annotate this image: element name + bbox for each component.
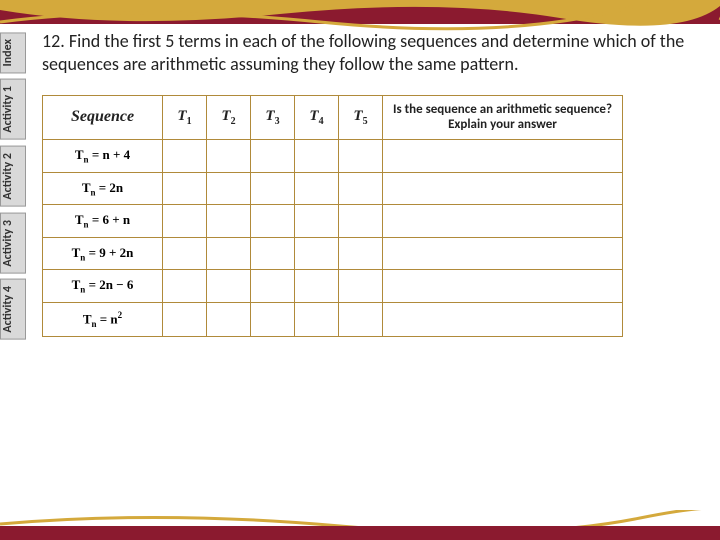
bottom-banner xyxy=(0,526,720,540)
tab-activity-1[interactable]: Activity 1 xyxy=(0,79,26,140)
empty-cell xyxy=(163,302,207,336)
empty-cell xyxy=(207,139,251,172)
empty-cell xyxy=(207,172,251,205)
empty-cell xyxy=(383,172,623,205)
empty-cell xyxy=(295,302,339,336)
table-row: Tn = 9 + 2n xyxy=(43,237,623,270)
formula-cell: Tn = 2n xyxy=(43,172,163,205)
header-explain: Is the sequence an arithmetic sequence? … xyxy=(383,95,623,139)
formula-cell: Tn = n + 4 xyxy=(43,139,163,172)
tab-activity-4[interactable]: Activity 4 xyxy=(0,279,26,340)
empty-cell xyxy=(383,205,623,238)
tab-activity-2[interactable]: Activity 2 xyxy=(0,146,26,207)
empty-cell xyxy=(339,302,383,336)
header-t3: T3 xyxy=(251,95,295,139)
table-row: Tn = n + 4 xyxy=(43,139,623,172)
header-sequence: Sequence xyxy=(43,95,163,139)
empty-cell xyxy=(163,205,207,238)
empty-cell xyxy=(339,270,383,303)
main-content: 12. Find the first 5 terms in each of th… xyxy=(42,30,700,337)
empty-cell xyxy=(251,237,295,270)
empty-cell xyxy=(383,302,623,336)
empty-cell xyxy=(383,270,623,303)
tab-index[interactable]: Index xyxy=(0,32,26,73)
empty-cell xyxy=(339,205,383,238)
empty-cell xyxy=(295,237,339,270)
empty-cell xyxy=(251,139,295,172)
formula-cell: Tn = 2n − 6 xyxy=(43,270,163,303)
empty-cell xyxy=(207,302,251,336)
table-row: Tn = 6 + n xyxy=(43,205,623,238)
empty-cell xyxy=(295,139,339,172)
empty-cell xyxy=(163,270,207,303)
top-wave xyxy=(0,0,720,34)
empty-cell xyxy=(339,172,383,205)
header-t2: T2 xyxy=(207,95,251,139)
formula-cell: Tn = n2 xyxy=(43,302,163,336)
empty-cell xyxy=(383,139,623,172)
empty-cell xyxy=(295,270,339,303)
question-text: 12. Find the first 5 terms in each of th… xyxy=(42,30,700,77)
table-header-row: Sequence T1 T2 T3 T4 T5 Is the sequence … xyxy=(43,95,623,139)
formula-cell: Tn = 9 + 2n xyxy=(43,237,163,270)
header-t5: T5 xyxy=(339,95,383,139)
empty-cell xyxy=(339,237,383,270)
table-row: Tn = 2n xyxy=(43,172,623,205)
formula-cell: Tn = 6 + n xyxy=(43,205,163,238)
header-t4: T4 xyxy=(295,95,339,139)
empty-cell xyxy=(163,139,207,172)
table-body: Tn = n + 4 Tn = 2n Tn = 6 + n Tn = 9 + 2… xyxy=(43,139,623,336)
empty-cell xyxy=(251,172,295,205)
empty-cell xyxy=(251,270,295,303)
empty-cell xyxy=(251,205,295,238)
empty-cell xyxy=(207,237,251,270)
empty-cell xyxy=(163,172,207,205)
empty-cell xyxy=(295,172,339,205)
tab-activity-3[interactable]: Activity 3 xyxy=(0,213,26,274)
table-row: Tn = n2 xyxy=(43,302,623,336)
header-t1: T1 xyxy=(163,95,207,139)
sidebar-tabs: Index Activity 1 Activity 2 Activity 3 A… xyxy=(0,32,26,340)
empty-cell xyxy=(163,237,207,270)
table-row: Tn = 2n − 6 xyxy=(43,270,623,303)
empty-cell xyxy=(251,302,295,336)
empty-cell xyxy=(207,205,251,238)
empty-cell xyxy=(207,270,251,303)
empty-cell xyxy=(295,205,339,238)
sequence-table: Sequence T1 T2 T3 T4 T5 Is the sequence … xyxy=(42,95,623,337)
empty-cell xyxy=(383,237,623,270)
empty-cell xyxy=(339,139,383,172)
